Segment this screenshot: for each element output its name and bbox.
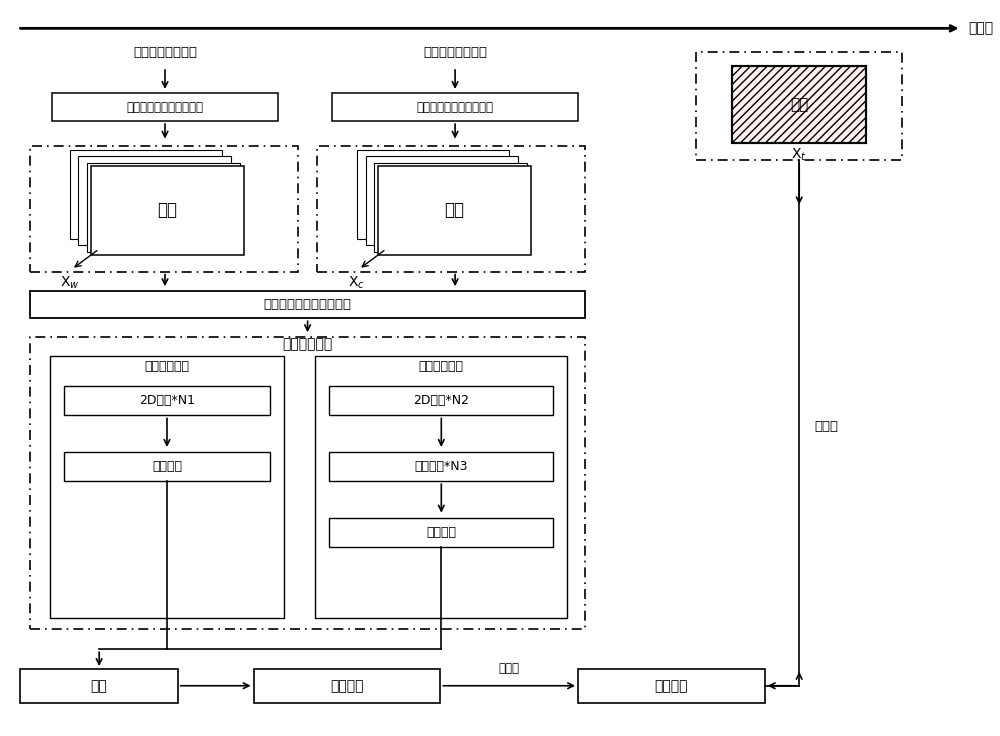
Bar (64, 386, 270, 416)
Text: 损失函数: 损失函数 (655, 679, 688, 693)
Bar (254, 669, 440, 703)
Text: X$_c$: X$_c$ (348, 275, 365, 291)
Bar (52, 93, 278, 121)
Bar (357, 149, 509, 238)
Text: X$_w$: X$_w$ (60, 275, 79, 291)
Bar (696, 52, 902, 160)
Text: 邻近: 邻近 (445, 201, 465, 219)
Bar (329, 386, 553, 416)
Bar (315, 356, 567, 618)
Bar (78, 156, 231, 245)
Bar (87, 163, 240, 252)
Bar (578, 669, 765, 703)
Text: 残差单元*N3: 残差单元*N3 (415, 460, 468, 473)
Text: 皮尔逊相关系数（周期）: 皮尔逊相关系数（周期） (127, 101, 204, 114)
Bar (374, 163, 527, 252)
Bar (378, 166, 531, 255)
Bar (329, 452, 553, 481)
Bar (30, 146, 298, 272)
Text: 混合模型: 混合模型 (152, 460, 182, 473)
Text: 确定网络结构和训练步长: 确定网络结构和训练步长 (264, 298, 352, 311)
Text: 邻近序列模型: 邻近序列模型 (419, 360, 464, 373)
Text: 混合: 混合 (91, 679, 108, 693)
Text: 激活函数: 激活函数 (330, 679, 364, 693)
Bar (329, 517, 553, 547)
Bar (30, 291, 585, 319)
Bar (20, 669, 178, 703)
Text: 交通栅格数据输入: 交通栅格数据输入 (133, 46, 197, 59)
Bar (70, 149, 222, 238)
Text: 皮尔逊相关系数（邻近）: 皮尔逊相关系数（邻近） (417, 101, 494, 114)
Bar (30, 337, 585, 629)
Text: 周期序列模型: 周期序列模型 (144, 360, 189, 373)
Text: 时间轴: 时间轴 (968, 21, 993, 35)
Text: 真实值: 真实值 (814, 420, 838, 433)
Bar (317, 146, 585, 272)
Bar (732, 66, 866, 143)
Text: 周期: 周期 (157, 201, 177, 219)
Bar (332, 93, 578, 121)
Text: 2D卷积*N2: 2D卷积*N2 (413, 394, 469, 407)
Text: 2D卷积*N1: 2D卷积*N1 (139, 394, 195, 407)
Text: X$_t$: X$_t$ (791, 146, 807, 163)
Text: 交通栅格数据输入: 交通栅格数据输入 (423, 46, 487, 59)
Bar (64, 452, 270, 481)
Bar (732, 66, 866, 143)
Bar (50, 356, 284, 618)
Text: 预测值: 预测值 (499, 662, 520, 675)
Bar (366, 156, 518, 245)
Text: 时空残差模型: 时空残差模型 (282, 338, 333, 352)
Text: 混合模型: 混合模型 (426, 526, 456, 539)
Bar (91, 166, 244, 255)
Text: 目标: 目标 (790, 98, 808, 113)
Bar (732, 66, 866, 143)
